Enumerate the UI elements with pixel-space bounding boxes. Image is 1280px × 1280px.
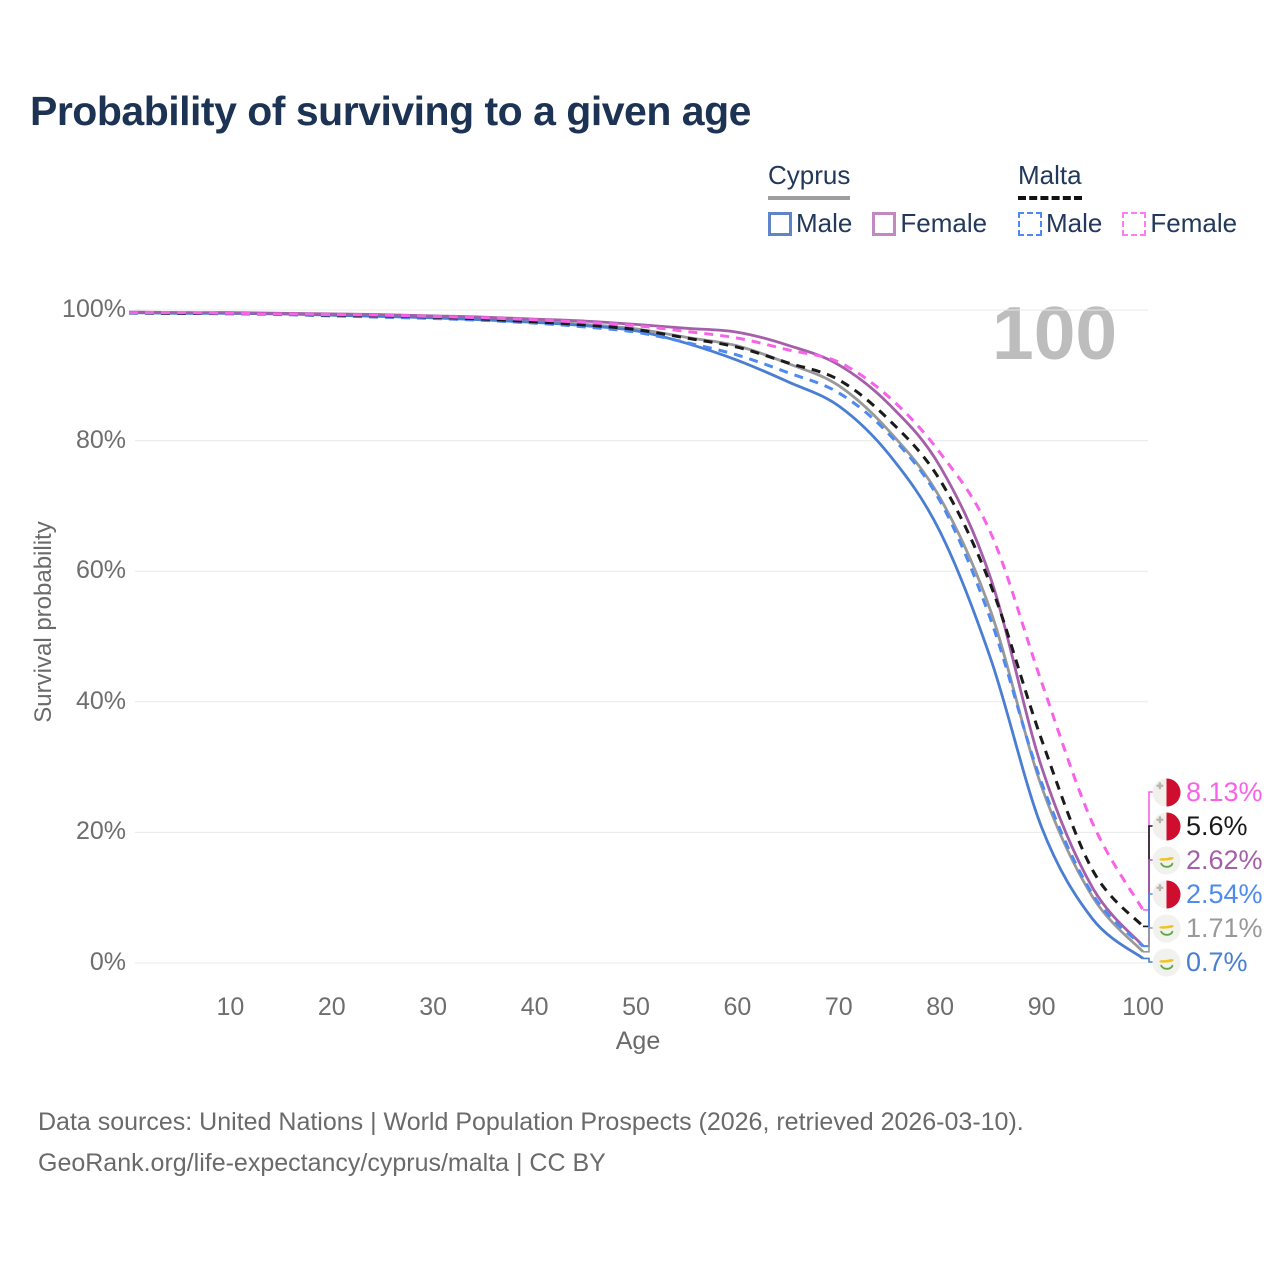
x-tick-label: 70: [824, 993, 853, 1021]
y-tick-label: 60%: [75, 556, 126, 585]
attribution-footer: Data sources: United Nations | World Pop…: [38, 1102, 1024, 1184]
x-tick-label: 60: [723, 993, 752, 1021]
series-end-label-malta-male: 2.54%: [1152, 877, 1263, 911]
legend-group-cyprus: Cyprus Male Female: [768, 160, 987, 239]
malta-flag-icon: [1152, 777, 1181, 807]
source-url-line: GeoRank.org/life-expectancy/cyprus/malta…: [38, 1149, 606, 1177]
x-tick-label: 20: [317, 993, 346, 1021]
y-axis-title: Survival probability: [30, 521, 57, 723]
end-value: 2.62%: [1186, 844, 1263, 875]
y-tick-label: 100%: [62, 295, 126, 323]
legend-item-malta-female[interactable]: Female: [1122, 208, 1237, 239]
legend-label: Female: [1150, 208, 1238, 238]
legend-item-malta-male[interactable]: Male: [1018, 208, 1102, 239]
y-tick-label: 80%: [75, 425, 126, 454]
x-tick-label: 80: [926, 993, 955, 1021]
x-tick-label: 50: [622, 993, 650, 1021]
malta-flag-icon: [1152, 879, 1181, 909]
legend-header-cyprus: Cyprus: [768, 160, 851, 200]
legend-header-malta: Malta: [1018, 160, 1082, 200]
page-title: Probability of surviving to a given age: [30, 88, 751, 134]
legend-label: Male: [796, 208, 853, 238]
y-tick-label: 20%: [75, 817, 126, 846]
series-line-malta: [128, 311, 1145, 928]
x-tick-label: 90: [1027, 993, 1056, 1021]
legend-row-malta: Male Female: [1018, 208, 1237, 239]
x-tick-label: 100: [1122, 993, 1164, 1021]
series-end-label-malta-female: 8.13%: [1152, 775, 1263, 809]
cyprus-flag-icon: [1152, 913, 1181, 943]
x-axis-title: Age: [615, 1027, 661, 1055]
legend-row-cyprus: Male Female: [768, 208, 987, 239]
x-tick-label: 30: [419, 993, 448, 1021]
legend-label: Male: [1046, 208, 1103, 238]
series-line-cyprus-female: [128, 310, 1145, 947]
x-tick-label: 40: [520, 993, 549, 1021]
end-value: 5.6%: [1186, 810, 1248, 841]
series-end-label-malta: 5.6%: [1152, 809, 1248, 843]
end-value: 0.7%: [1186, 946, 1248, 977]
cyprus-male-swatch-icon: [768, 211, 792, 236]
series-line-malta-female: [128, 311, 1145, 911]
end-value: 2.54%: [1186, 878, 1263, 909]
y-tick-label: 0%: [89, 948, 126, 976]
malta-female-swatch-icon: [1122, 211, 1147, 236]
cyprus-female-swatch-icon: [872, 211, 897, 236]
malta-male-swatch-icon: [1018, 211, 1042, 236]
series-line-malta-male: [128, 311, 1145, 948]
series-line-cyprus: [128, 311, 1145, 953]
data-source-line: Data sources: United Nations | World Pop…: [38, 1108, 1024, 1136]
series-line-cyprus-male: [128, 311, 1144, 960]
series-end-label-cyprus-male: 0.7%: [1152, 945, 1248, 979]
end-value: 1.71%: [1186, 912, 1263, 943]
cyprus-flag-icon: [1152, 947, 1181, 977]
series-end-label-cyprus: 1.71%: [1152, 911, 1263, 945]
legend-item-cyprus-female[interactable]: Female: [872, 208, 987, 239]
legend-label: Female: [900, 208, 988, 238]
series-end-label-cyprus-female: 2.62%: [1152, 843, 1263, 877]
end-value: 8.13%: [1186, 776, 1263, 807]
age-watermark: 100: [992, 291, 1118, 375]
cyprus-flag-icon: [1152, 845, 1181, 875]
legend-group-malta: Malta Male Female: [1018, 160, 1237, 239]
x-tick-label: 10: [216, 993, 245, 1021]
y-tick-label: 40%: [75, 686, 126, 715]
malta-flag-icon: [1152, 811, 1181, 841]
legend-item-cyprus-male[interactable]: Male: [768, 208, 852, 239]
